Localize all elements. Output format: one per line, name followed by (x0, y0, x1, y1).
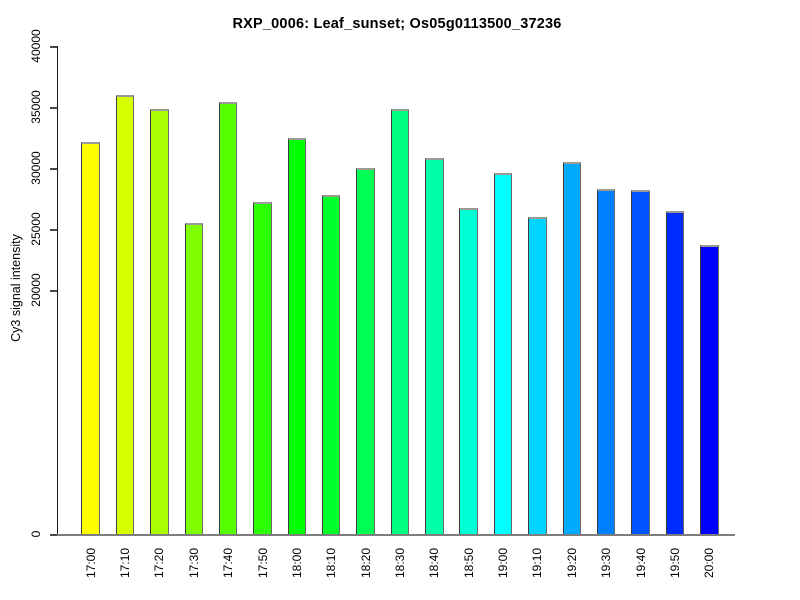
bar (665, 210, 685, 534)
x-tick-label: 17:50 (255, 547, 270, 579)
y-tick-mark (50, 46, 57, 48)
y-tick-label: 20000 (29, 273, 43, 307)
y-tick-label: 0 (29, 530, 43, 538)
x-tick-label: 17:00 (83, 547, 98, 579)
y-tick-mark (50, 290, 57, 292)
bar (356, 168, 375, 534)
x-tick-label: 19:00 (496, 547, 511, 579)
bar (459, 208, 478, 534)
x-tick-label: 18:50 (461, 547, 476, 579)
x-tick-label: 19:10 (530, 547, 545, 579)
x-tick-label: 18:30 (392, 547, 407, 579)
x-tick-label: 17:10 (118, 547, 133, 579)
bar (150, 109, 169, 534)
bar (562, 161, 582, 534)
x-axis-line (57, 534, 735, 536)
bar (390, 109, 410, 534)
y-tick-mark (50, 229, 57, 231)
bar (218, 102, 238, 534)
bar (184, 222, 203, 534)
bar (631, 189, 650, 534)
bar (115, 94, 135, 534)
y-tick-label: 25000 (29, 212, 43, 246)
x-tick-label: 17:40 (221, 547, 236, 579)
x-tick-label: 17:20 (152, 547, 167, 579)
bar (321, 194, 341, 534)
y-axis-title: Cy3 signal intensity (9, 234, 23, 342)
bar (81, 142, 100, 534)
x-tick-label: 18:00 (289, 547, 304, 579)
bar (287, 137, 307, 534)
x-tick-label: 18:10 (324, 547, 339, 579)
x-tick-label: 20:00 (702, 547, 717, 579)
y-tick-label: 40000 (29, 29, 43, 63)
bar (596, 188, 616, 534)
bar (253, 202, 272, 534)
y-tick-mark (50, 534, 57, 536)
chart-title: RXP_0006: Leaf_sunset; Os05g0113500_3723… (232, 16, 562, 32)
bar (493, 172, 513, 534)
y-tick-mark (50, 168, 57, 170)
bar (528, 216, 547, 534)
x-tick-label: 19:20 (564, 547, 579, 579)
x-tick-label: 19:50 (667, 547, 682, 579)
x-tick-label: 19:40 (633, 547, 648, 579)
x-tick-label: 18:20 (358, 547, 373, 579)
bar (700, 244, 719, 534)
x-tick-label: 19:30 (599, 547, 614, 579)
x-tick-label: 18:40 (427, 547, 442, 579)
y-tick-label: 35000 (29, 90, 43, 124)
y-axis-line (57, 46, 58, 535)
y-tick-mark (50, 107, 57, 109)
bar (425, 158, 444, 534)
y-tick-label: 30000 (29, 151, 43, 185)
x-tick-label: 17:30 (186, 547, 201, 579)
